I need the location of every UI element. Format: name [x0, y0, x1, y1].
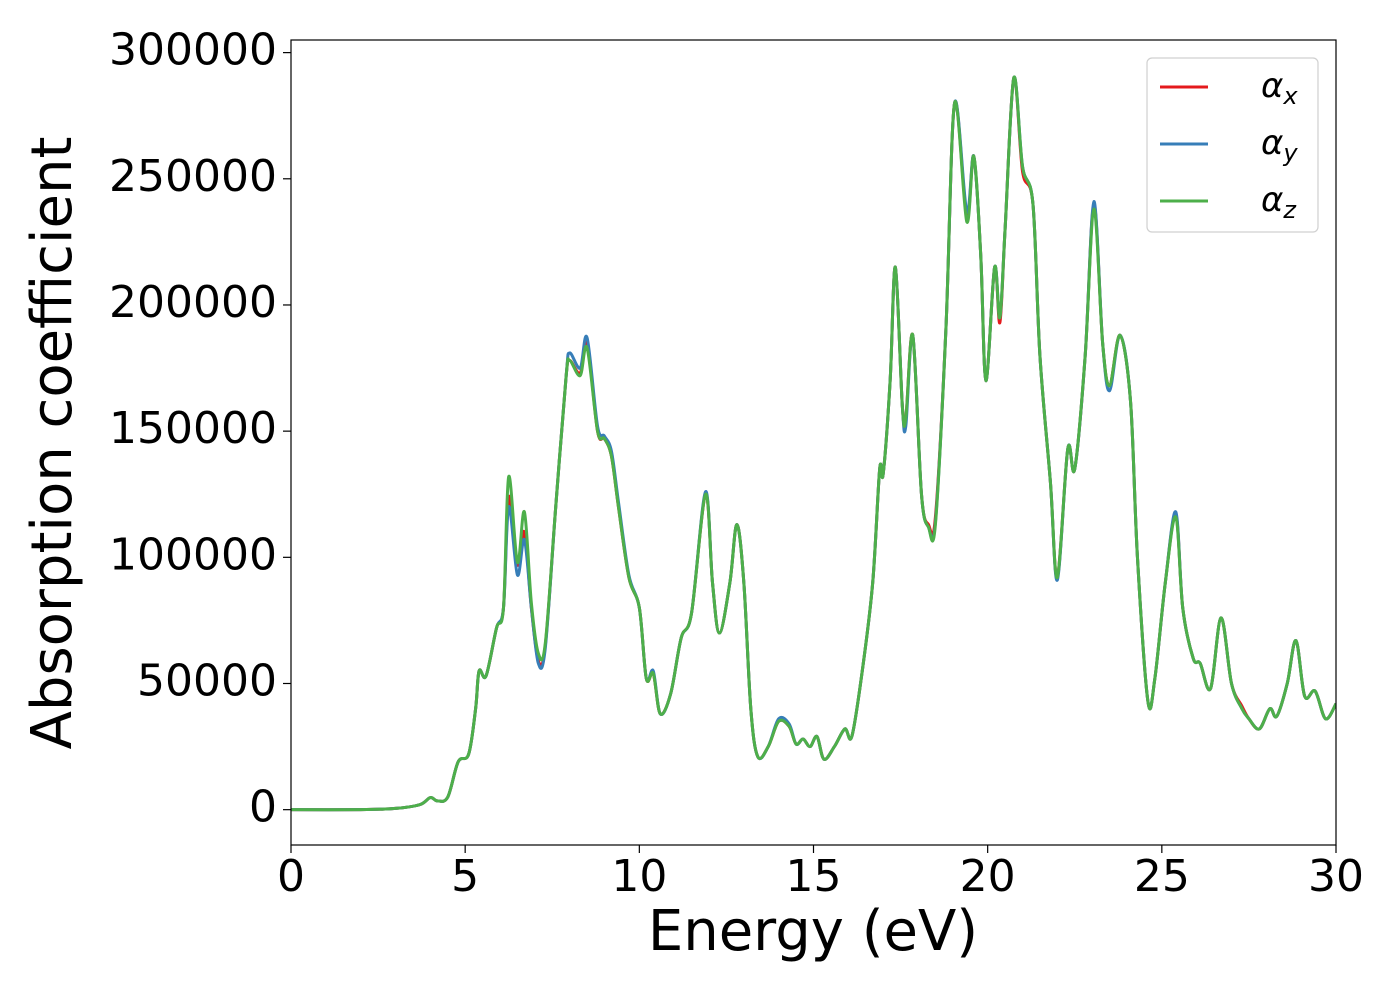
y-tick-label: 0 — [249, 782, 277, 833]
legend-label: αy — [1261, 123, 1298, 168]
x-tick-label: 5 — [451, 851, 479, 902]
y-tick-label: 300000 — [109, 25, 277, 76]
y-tick-label: 150000 — [109, 403, 277, 454]
legend-box — [1146, 57, 1319, 233]
series-line — [291, 75, 1336, 812]
x-tick-label: 30 — [1308, 851, 1364, 902]
x-axis-label: Energy (eV) — [648, 899, 978, 964]
legend-label: αz — [1261, 180, 1297, 225]
x-tick-label: 10 — [611, 851, 667, 902]
x-tick-label: 15 — [786, 851, 842, 902]
legend-label: αx — [1261, 66, 1298, 111]
x-tick-label: 25 — [1134, 851, 1190, 902]
y-tick-label: 50000 — [137, 655, 277, 706]
y-tick-label: 200000 — [109, 277, 277, 328]
x-tick-label: 0 — [277, 851, 305, 902]
x-tick-label: 20 — [960, 851, 1016, 902]
y-axis-label: Absorption coefficient — [20, 137, 85, 750]
y-tick-label: 100000 — [109, 529, 277, 580]
y-tick-label: 250000 — [109, 151, 277, 202]
plot-frame — [290, 39, 1337, 846]
